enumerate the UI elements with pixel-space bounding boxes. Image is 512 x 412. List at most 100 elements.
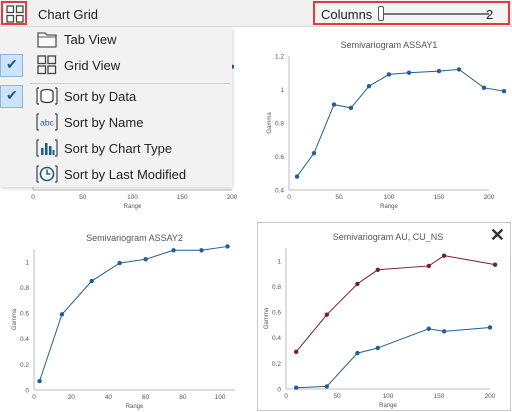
x-tick-label: 20 [68,394,76,401]
close-icon[interactable]: ✕ [489,225,505,245]
x-tick-label: 100 [127,194,138,201]
svg-text:abc: abc [40,118,54,128]
data-point [487,325,493,330]
menu-item-sort-by-last-modified[interactable]: Sort by Last Modified [0,162,232,188]
y-tick-label: 1 [280,87,284,94]
data-point [348,105,354,111]
series-line [296,326,491,389]
toolbar: Chart Grid Columns 2 [0,0,512,27]
menu-item-sort-by-name[interactable]: abc Sort by Name [0,110,232,136]
data-point [492,262,498,267]
x-tick-label: 0 [287,194,291,201]
chart-panel-au-cu[interactable]: Semivariogram AU, CU_NS 0 50 100 150 200 0 0.2 0… [257,222,511,411]
columns-label: Columns [321,7,373,22]
x-tick-label: 0 [32,394,36,401]
data-point [426,263,431,269]
data-point [171,248,176,253]
view-menu: Tab View ✔ Grid View ✔ Sort by Data abc … [0,27,232,187]
data-point [59,312,65,317]
x-tick-label: 150 [434,393,445,400]
data-point [375,345,380,351]
data-point [89,278,94,284]
data-point [37,378,42,384]
y-tick-label: 1.2 [275,54,284,61]
x-tick-label: 50 [79,194,87,201]
y-axis-label: Gamma [264,307,270,329]
check-box [0,111,23,134]
data-point [117,260,122,266]
menu-item-label: Sort by Last Modified [64,167,187,182]
columns-slider-thumb[interactable] [378,6,384,21]
x-tick-label: 50 [335,194,343,201]
y-tick-label: 0.8 [20,285,29,292]
y-tick-label: 0.4 [272,335,281,342]
menu-separator [30,83,230,84]
x-axis-label: Range [379,403,397,409]
menu-item-sort-by-data[interactable]: ✔ Sort by Data [0,84,232,110]
data-point [143,257,148,262]
menu-item-label: Sort by Data [64,89,137,104]
y-tick-label: 0.2 [20,362,29,369]
y-tick-label: 0.6 [272,310,281,317]
columns-control: Columns 2 [313,1,510,25]
x-tick-label: 40 [105,394,113,401]
grid-icon [6,5,24,23]
data-point [375,267,380,272]
menu-item-label: Grid View [64,58,121,73]
y-tick-label: 0.8 [275,121,284,128]
data-point [366,83,372,89]
x-tick-label: 60 [142,394,150,401]
y-tick-label: 0.2 [272,361,281,368]
y-tick-label: 1 [25,259,29,266]
data-point [294,385,299,390]
check-mark: ✔ [0,54,23,77]
clock-icon [36,165,58,183]
data-point [355,281,360,287]
y-tick-label: 0.6 [275,154,284,161]
menu-item-sort-by-chart-type[interactable]: Sort by Chart Type [0,136,232,162]
data-point [324,312,329,317]
data-point [501,88,507,94]
data-point [441,329,447,334]
y-tick-label: 0.8 [272,284,281,291]
x-tick-label: 100 [384,194,395,201]
columns-slider-track[interactable] [381,13,489,15]
x-tick-label: 80 [179,394,187,401]
x-tick-label: 200 [484,194,495,201]
chart-assay2: Semivariogram ASSAY2 0 20 40 60 80 100 0 0.2 0.4 0… [12,233,235,410]
menu-item-label: Tab View [64,32,117,47]
data-point [441,253,447,258]
check-box [0,137,23,160]
x-tick-label: 150 [177,194,188,201]
check-box [0,28,23,51]
data-point [225,244,230,249]
menu-item-grid-view[interactable]: ✔ Grid View [0,53,232,79]
y-tick-label: 1 [277,258,281,265]
y-tick-label: 0.4 [275,188,284,195]
data-point [294,349,299,355]
x-axis-label: Range [380,204,398,210]
menu-item-tab-view[interactable]: Tab View [0,27,232,53]
chart-au-cu: Semivariogram AU, CU_NS 0 50 100 150 200 0 0.2 0… [264,232,498,409]
chart-panel-assay2[interactable]: Semivariogram ASSAY2 0 20 40 60 80 100 0 0.2 0.4 0… [0,222,255,412]
series-line [295,255,496,353]
data-point [406,70,412,75]
chart-title: Semivariogram ASSAY1 [341,40,438,50]
chart-title: Semivariogram ASSAY2 [86,233,183,243]
data-point [199,248,204,253]
data-point [456,67,462,72]
chart-panel-assay1[interactable]: Semivariogram ASSAY1 0 50 100 150 200 0.4 0.6 0.… [257,27,512,217]
x-tick-label: 50 [333,393,341,400]
y-axis-label: Gamma [12,308,18,330]
check-box [0,163,23,186]
data-point [426,326,431,331]
series-line [39,245,228,382]
y-axis-label: Gamma [267,112,273,134]
y-tick-label: 0 [277,387,281,394]
abc-icon: abc [36,113,58,131]
check-mark: ✔ [0,85,23,108]
data-point [294,174,300,179]
x-tick-label: 100 [383,393,394,400]
grid-menu-button[interactable] [1,1,27,25]
data-point [436,68,442,74]
